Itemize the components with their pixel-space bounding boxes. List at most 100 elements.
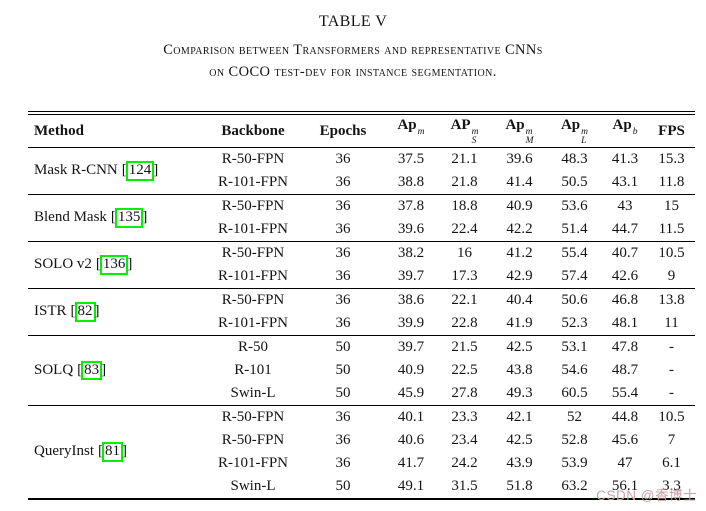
cite-bracket-open: [ — [70, 303, 76, 320]
cell-ap-box: 42.6 — [611, 268, 639, 284]
method-cell: Blend Mask[135] — [28, 195, 205, 242]
cell-fps: 13.8 — [658, 292, 685, 308]
cell-fps: - — [669, 362, 674, 378]
cell-epochs: 36 — [335, 151, 351, 167]
header-fps: FPS — [648, 113, 695, 148]
citation-link[interactable]: 82 — [74, 302, 96, 322]
cell-ap-mask: 39.6 — [397, 221, 425, 237]
cell-backbone: R-50 — [238, 339, 268, 355]
group-queryinst: QueryInst[81] R-50-FPN 36 40.1 23.3 42.1… — [28, 405, 695, 500]
cell-ap-large: 52.8 — [561, 432, 588, 448]
cell-ap-large: 52 — [567, 409, 582, 425]
cell-ap-large: 52.3 — [561, 315, 588, 331]
cell-epochs: 50 — [335, 385, 351, 401]
cell-ap-small: 22.4 — [451, 221, 478, 237]
table-row: R-101 50 40.9 22.5 43.8 54.6 48.7 - — [28, 359, 695, 382]
cell-ap-small: 24.2 — [451, 455, 478, 471]
table-subtitle-line2: on COCO test-dev for instance segmentati… — [209, 64, 497, 80]
citation-link[interactable]: 83 — [81, 360, 103, 381]
header-ap-small: AP m S — [437, 113, 492, 148]
cell-ap-mask: 39.9 — [397, 315, 425, 331]
cell-ap-small: 27.8 — [451, 385, 478, 401]
cell-ap-small: 31.5 — [451, 478, 478, 494]
cell-ap-medium: 42.1 — [506, 409, 533, 425]
cell-fps: 7 — [667, 432, 676, 448]
group-solq: SOLQ[83] R-50 50 39.7 21.5 42.5 53.1 47.… — [28, 335, 695, 406]
citation-link[interactable]: 124 — [125, 161, 155, 181]
cell-fps: 11 — [664, 315, 679, 331]
cell-ap-box: 56.1 — [611, 478, 639, 494]
cell-ap-medium: 49.3 — [506, 385, 533, 401]
citation-link[interactable]: 135 — [114, 208, 144, 228]
cell-ap-mask: 39.7 — [397, 268, 425, 284]
cell-fps: 6.1 — [662, 455, 681, 471]
cell-epochs: 36 — [335, 268, 351, 284]
cell-epochs: 36 — [335, 198, 351, 214]
cell-backbone: R-101-FPN — [217, 455, 288, 471]
cite-bracket-close: ] — [94, 303, 100, 320]
cell-backbone: R-50-FPN — [221, 432, 285, 448]
cell-ap-box: 45.6 — [611, 432, 639, 448]
cell-ap-small: 21.8 — [451, 174, 478, 190]
cell-ap-mask: 39.7 — [397, 339, 425, 355]
header-ap-medium: Ap m M — [492, 113, 547, 148]
table-row: R-101-FPN 36 38.8 21.8 41.4 50.5 43.1 11… — [28, 171, 695, 195]
cell-ap-small: 22.8 — [451, 315, 478, 331]
cell-ap-small: 21.5 — [451, 339, 478, 355]
header-ap-box: Ap b — [602, 113, 648, 148]
cell-backbone: R-101-FPN — [217, 174, 288, 190]
header-backbone: Backbone — [205, 113, 301, 148]
cell-epochs: 36 — [335, 174, 351, 190]
cell-ap-mask: 45.9 — [397, 385, 425, 401]
method-cell: QueryInst[81] — [28, 406, 205, 500]
cell-ap-mask: 49.1 — [397, 478, 425, 494]
cell-ap-large: 53.9 — [561, 455, 588, 471]
header-method: Method — [28, 113, 205, 148]
header-ap-large: Ap m L — [547, 113, 602, 148]
cell-ap-large: 57.4 — [561, 268, 588, 284]
cell-ap-box: 48.1 — [611, 315, 639, 331]
cell-ap-box: 41.3 — [611, 151, 639, 167]
cite-bracket-open: [ — [77, 361, 83, 378]
table-row: Mask R-CNN[124] R-50-FPN 36 37.5 21.1 39… — [28, 148, 695, 181]
cell-ap-box: 46.8 — [611, 292, 639, 308]
citation-link[interactable]: 136 — [99, 255, 129, 275]
cell-epochs: 36 — [335, 315, 351, 331]
group-solo-v2: SOLO v2[136] R-50-FPN 36 38.2 16 41.2 55… — [28, 241, 695, 289]
table-row: R-50-FPN 36 40.6 23.4 42.5 52.8 45.6 7 — [28, 429, 695, 452]
cell-fps: 10.5 — [658, 245, 685, 261]
cell-ap-large: 63.2 — [561, 478, 588, 494]
cell-backbone: R-50-FPN — [221, 409, 285, 425]
cell-epochs: 50 — [335, 339, 351, 355]
cell-ap-box: 44.7 — [611, 221, 639, 237]
cell-backbone: R-50-FPN — [221, 292, 285, 308]
method-cell: SOLQ[83] — [28, 336, 205, 406]
method-name: SOLQ — [34, 361, 74, 378]
header-ap-mask: Ap m — [385, 113, 437, 148]
cell-ap-medium: 40.4 — [506, 292, 533, 308]
cell-ap-mask: 37.5 — [397, 151, 425, 167]
method-name: Blend Mask — [34, 209, 107, 226]
cell-ap-small: 16 — [457, 245, 472, 261]
method-cell: SOLO v2[136] — [28, 242, 205, 289]
cell-fps: 10.5 — [658, 409, 685, 425]
cell-ap-small: 22.5 — [451, 362, 478, 378]
cell-ap-large: 50.5 — [561, 174, 588, 190]
cell-ap-small: 17.3 — [451, 268, 478, 284]
cell-epochs: 36 — [335, 409, 351, 425]
table-title: TABLE V — [318, 13, 388, 30]
method-cell: Mask R-CNN[124] — [28, 148, 205, 195]
cell-ap-box: 40.7 — [611, 245, 639, 261]
table-row: R-101-FPN 36 39.6 22.4 42.2 51.4 44.7 11… — [28, 218, 695, 242]
cell-fps: 15.3 — [658, 151, 685, 167]
cell-epochs: 36 — [335, 455, 351, 471]
citation-link[interactable]: 81 — [102, 442, 123, 462]
cell-backbone: R-101-FPN — [217, 315, 288, 331]
table-row: R-101-FPN 36 39.9 22.8 41.9 52.3 48.1 11 — [28, 312, 695, 336]
cell-backbone: R-101 — [234, 362, 272, 378]
cell-ap-box: 55.4 — [611, 385, 639, 401]
cell-ap-box: 48.7 — [611, 362, 639, 378]
cell-ap-box: 43 — [617, 198, 633, 214]
cite-bracket-open: [ — [110, 209, 116, 226]
cell-ap-mask: 40.6 — [397, 432, 425, 448]
